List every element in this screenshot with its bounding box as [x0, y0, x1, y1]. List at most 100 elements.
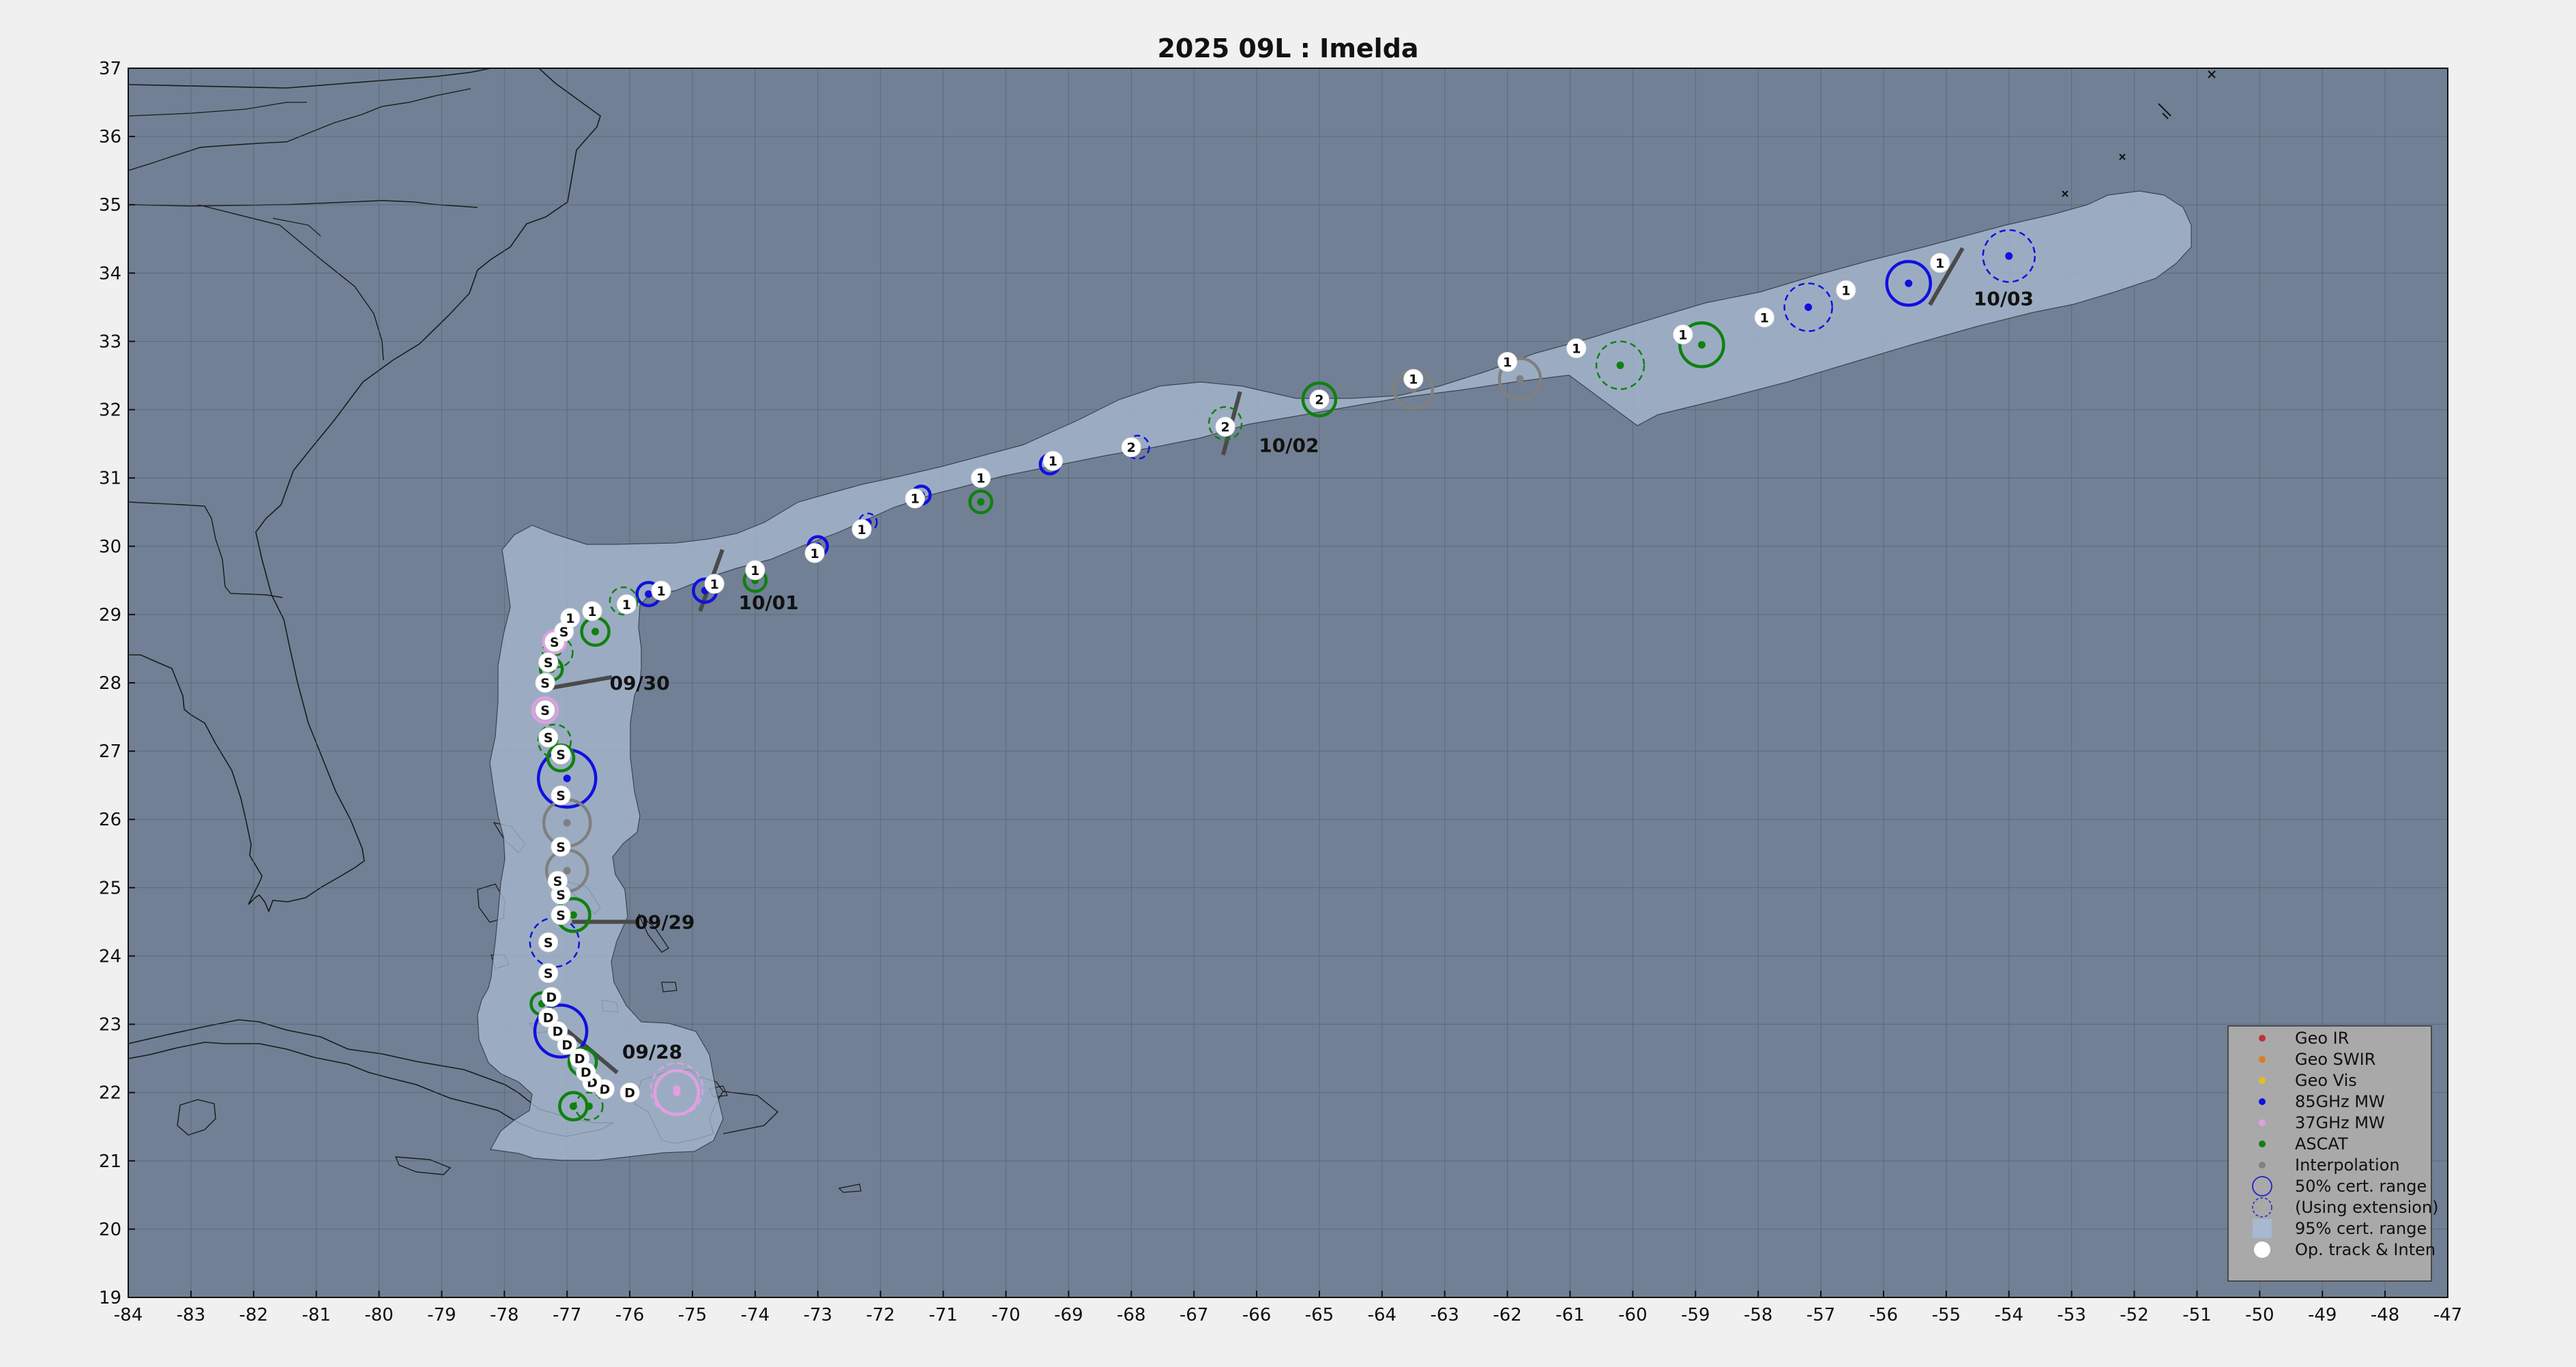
x-axis: -84 -83 -82 -81 -80 -79 -78 -77 -76 -75 -74 -73 -72 -… [114, 1291, 2462, 1325]
ascat-fix-dot [1616, 361, 1624, 369]
op-track-point [651, 580, 671, 601]
op-track-point [538, 652, 559, 673]
legend-label: Geo SWIR [2295, 1050, 2375, 1069]
op-intensity-label: S [544, 966, 553, 981]
ascat-range-circle [1678, 321, 1725, 368]
date-label: 10/02 [1259, 435, 1319, 457]
op-intensity-label: S [556, 748, 566, 763]
x-tick-label: -58 [1744, 1305, 1772, 1325]
x-tick-label: -63 [1430, 1305, 1459, 1325]
ascat-range-circle [542, 636, 574, 668]
legend-label: 50% cert. range [2295, 1177, 2427, 1196]
legend-label: Geo IR [2295, 1029, 2349, 1048]
certainty-cone-95 [477, 190, 2192, 1161]
op-track-point [535, 673, 555, 693]
op-track-point [570, 1048, 590, 1069]
x-tick-label: -57 [1806, 1305, 1835, 1325]
x-tick-label: -78 [490, 1305, 518, 1325]
interpolation-fix-dot [563, 866, 571, 874]
op-intensity-label: S [556, 789, 566, 804]
date-label: 09/28 [622, 1041, 682, 1063]
op-intensity-label: 2 [1220, 420, 1229, 435]
ascat-fix-dot [585, 1102, 593, 1111]
date-label: 09/30 [610, 672, 670, 694]
op-track-point [1042, 451, 1063, 471]
x-tick-label: -82 [239, 1305, 268, 1325]
op-intensity-label: S [556, 887, 566, 902]
op-track-point [971, 468, 991, 488]
legend-marker [2259, 1119, 2266, 1126]
op-intensity-label: 1 [587, 604, 596, 619]
op-intensity-label: 1 [1409, 372, 1418, 387]
x-tick-label: -69 [1054, 1305, 1083, 1325]
ascat-range-circle [1208, 406, 1243, 441]
op-track-point [538, 1008, 559, 1028]
y-tick-label: 19 [99, 1288, 121, 1308]
op-intensity-label: 1 [1503, 355, 1512, 370]
legend-marker [2252, 1197, 2272, 1218]
85ghz-mw-range-circle [1783, 282, 1833, 332]
x-tick-label: -54 [1995, 1305, 2023, 1325]
extratropical-marks [2062, 70, 2216, 197]
x-tick-label: -55 [1932, 1305, 1961, 1325]
x-tick-label: -68 [1117, 1305, 1145, 1325]
x-tick-label: -76 [615, 1305, 644, 1325]
op-track-point [1121, 437, 1141, 458]
op-track-point [547, 870, 568, 891]
y-tick-label: 22 [99, 1083, 121, 1104]
85ghz-mw-fix-dot [2005, 252, 2013, 260]
op-track-point [582, 601, 602, 621]
op-intensity-label: 1 [911, 492, 920, 507]
op-track-point [551, 785, 571, 806]
op-intensity-label: S [556, 908, 566, 923]
op-track-point [551, 744, 571, 765]
op-intensity-label: S [553, 874, 563, 889]
legend-label: Interpolation [2295, 1156, 2400, 1175]
legend-label: (Using extension) [2295, 1198, 2439, 1217]
y-tick-label: 37 [99, 59, 121, 79]
legend-marker [2259, 1162, 2266, 1168]
legend-label: Geo Vis [2295, 1071, 2357, 1090]
legend-label: ASCAT [2295, 1134, 2348, 1153]
date-bar [1928, 247, 1965, 306]
legend-label: Op. track & Inten [2295, 1240, 2435, 1259]
legend-label: 85GHz MW [2295, 1092, 2385, 1111]
legend-marker [2259, 1077, 2266, 1084]
op-track-point [1403, 369, 1424, 389]
ascat-range-circle [1595, 340, 1645, 390]
op-intensity-label: 1 [750, 563, 759, 578]
op-track-point [547, 1021, 568, 1042]
y-tick-label: 24 [99, 946, 121, 967]
y-tick-label: 26 [99, 810, 121, 830]
x-tick-label: -56 [1869, 1305, 1898, 1325]
ascat-range-circle [968, 489, 993, 514]
ascat-fix-dot [977, 498, 985, 506]
op-intensity-label: 1 [622, 598, 631, 613]
37ghz-mw-fix-dot [673, 1085, 681, 1093]
legend: Geo IR Geo SWIR Geo Vis 85GHz MW 37GHz MW ASC… [2227, 1025, 2439, 1282]
op-track-point [1566, 338, 1587, 358]
y-tick-label: 36 [99, 127, 121, 147]
x-tick-label: -66 [1242, 1305, 1271, 1325]
op-track-point [804, 543, 825, 563]
op-intensity-label: D [574, 1052, 585, 1067]
op-intensity-label: S [544, 656, 553, 671]
op-intensity-label: 1 [1678, 327, 1687, 342]
op-intensity-label: D [553, 1025, 564, 1040]
op-track-point [1309, 389, 1330, 410]
legend-marker [2252, 1176, 2272, 1196]
legend-marker [2259, 1141, 2266, 1147]
y-tick-label: 34 [99, 263, 121, 284]
x-tick-label: -47 [2433, 1305, 2462, 1325]
date-label: 10/01 [739, 591, 799, 614]
x-tick-label: -64 [1368, 1305, 1396, 1325]
op-track-point [551, 905, 571, 925]
x-tick-label: -74 [741, 1305, 770, 1325]
x-tick-label: -50 [2245, 1305, 2274, 1325]
y-tick-label: 29 [99, 605, 121, 626]
op-track-point [619, 1083, 640, 1103]
op-intensity-label: 1 [656, 584, 665, 599]
x-tick-label: -67 [1180, 1305, 1208, 1325]
